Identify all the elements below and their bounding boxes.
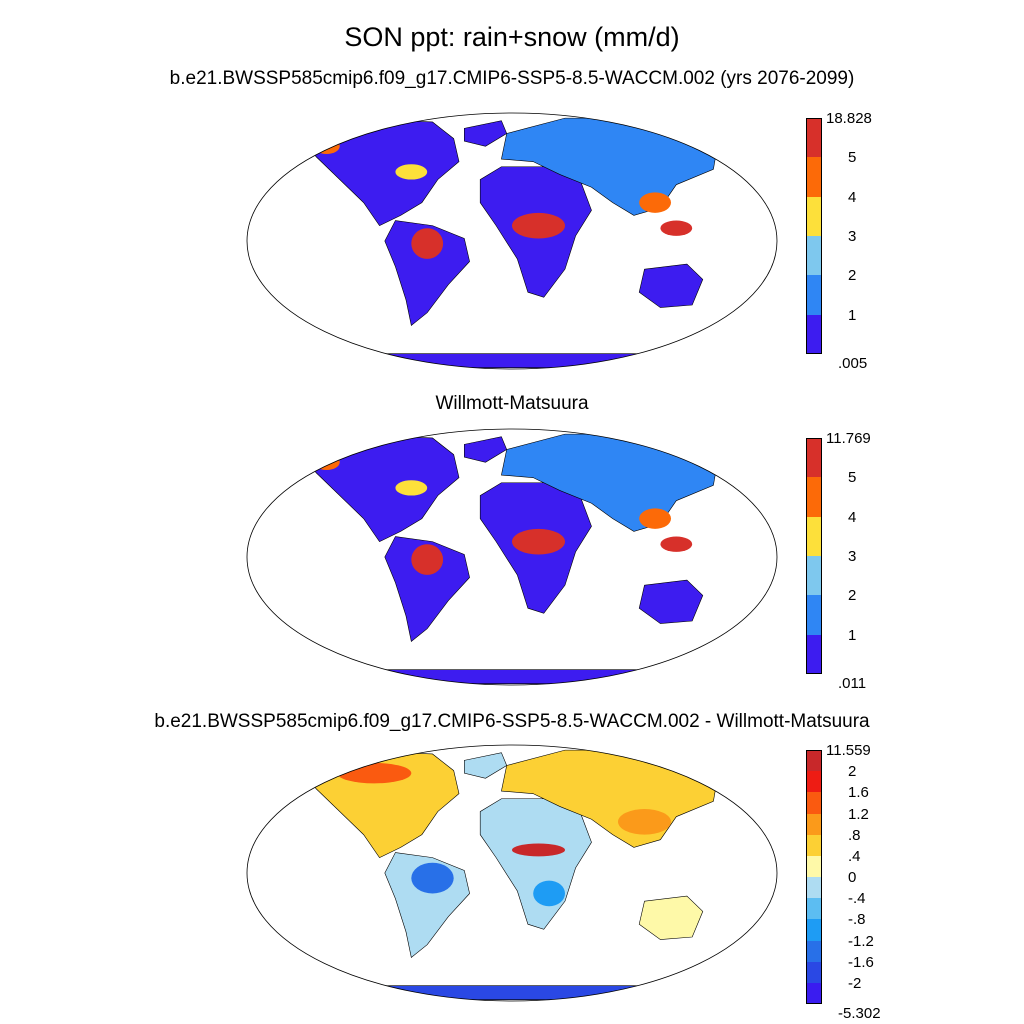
- colorbar-swatch: [806, 236, 822, 276]
- colorbar-swatch: [806, 556, 822, 596]
- colorbar-swatch: [806, 118, 822, 158]
- colorbar-swatch: [806, 982, 822, 1005]
- colorbar-label: -1.2: [848, 932, 874, 950]
- continent-africa: [479, 798, 592, 930]
- continent-southAmerica: [384, 536, 470, 643]
- continent-australia: [638, 263, 704, 308]
- colorbar-swatch: [806, 750, 822, 772]
- colorbar-swatch: [806, 771, 822, 793]
- continent-antarctica: [336, 985, 688, 1001]
- map-frame: [246, 428, 778, 686]
- colorbar-swatch: [806, 792, 822, 814]
- colorbar-swatch: [806, 813, 822, 836]
- wet-region: [313, 454, 340, 470]
- colorbar-label: 2: [848, 763, 857, 781]
- colorbar-swatch: [806, 940, 822, 963]
- continent-eurasia: [501, 117, 720, 216]
- colorbar-label: 0: [848, 869, 857, 886]
- continent-australia: [638, 895, 704, 940]
- wet-region: [313, 138, 340, 154]
- colorbar-swatch: [806, 516, 822, 557]
- colorbar-label: -.4: [848, 890, 866, 908]
- wet-region: [395, 480, 428, 496]
- panel-3-subtitle: b.e21.BWSSP585cmip6.f09_g17.CMIP6-SSP5-8…: [154, 711, 870, 732]
- continent-antarctica: [336, 669, 688, 685]
- wet-region: [395, 164, 428, 180]
- map-frame: [246, 744, 778, 1002]
- panel-2-subtitle: Willmott-Matsuura: [435, 393, 589, 414]
- continent-eurasia: [501, 433, 720, 532]
- change-region: [337, 762, 412, 784]
- colorbar-swatch: [806, 919, 822, 941]
- continent-australia: [638, 579, 704, 624]
- colorbar-swatch: [806, 157, 822, 198]
- colorbar-swatch: [806, 634, 822, 675]
- wet-region: [411, 544, 444, 575]
- colorbar-swatch: [806, 877, 822, 899]
- colorbar-label: 4: [848, 508, 857, 526]
- colorbar-swatch: [806, 961, 822, 984]
- colorbar-label: 4: [848, 188, 857, 206]
- colorbar-label: -.8: [848, 911, 866, 929]
- colorbar-swatch: [806, 314, 822, 355]
- wet-region: [639, 192, 671, 213]
- colorbar-label: .005: [838, 355, 868, 372]
- map-panel-2: [246, 428, 778, 686]
- map-panel-3: [246, 744, 778, 1002]
- colorbar-label: 11.559: [826, 742, 871, 759]
- colorbar-label: -2: [848, 974, 862, 992]
- colorbar-label: 3: [848, 228, 857, 245]
- wet-region: [512, 528, 565, 555]
- colorbar-label: 1: [848, 626, 857, 644]
- colorbar-label: .8: [848, 826, 861, 844]
- colorbar-label: 3: [848, 548, 857, 565]
- change-region: [411, 862, 454, 894]
- colorbar-swatch: [806, 595, 822, 636]
- colorbar-label: 1.6: [848, 784, 869, 802]
- continent-northAmerica: [304, 435, 460, 543]
- wet-region: [512, 212, 565, 239]
- colorbar-label: 5: [848, 149, 857, 167]
- change-region: [618, 809, 671, 835]
- map-panel-1: [246, 112, 778, 370]
- colorbar-swatch: [806, 834, 822, 857]
- continent-greenland: [463, 120, 508, 147]
- colorbar-swatch: [806, 898, 822, 920]
- colorbar-swatch: [806, 855, 822, 878]
- wet-region: [660, 536, 693, 552]
- colorbar-label: 2: [848, 267, 857, 285]
- wet-region: [660, 220, 693, 236]
- colorbar-swatch: [806, 275, 822, 316]
- panel-1-subtitle: b.e21.BWSSP585cmip6.f09_g17.CMIP6-SSP5-8…: [169, 68, 855, 89]
- colorbar-label: -5.302: [838, 1005, 881, 1022]
- continent-southAmerica: [384, 220, 470, 327]
- colorbar-label: 1.2: [848, 805, 869, 823]
- colorbar-label: 11.769: [826, 430, 871, 447]
- colorbar-swatch: [806, 438, 822, 478]
- colorbar-label: -1.6: [848, 953, 874, 971]
- figure-title: SON ppt: rain+snow (mm/d): [344, 22, 680, 52]
- colorbar-label: 2: [848, 587, 857, 605]
- colorbar-swatch: [806, 477, 822, 518]
- colorbar-label: .4: [848, 847, 861, 865]
- continent-greenland: [463, 752, 508, 779]
- wet-region: [639, 508, 671, 529]
- change-region: [512, 843, 565, 857]
- wet-region: [411, 228, 444, 259]
- colorbar-label: 18.828: [826, 110, 872, 127]
- continent-greenland: [463, 436, 508, 463]
- map-frame: [246, 112, 778, 370]
- colorbar-swatch: [806, 196, 822, 237]
- continent-northAmerica: [304, 119, 460, 227]
- colorbar-label: .011: [838, 675, 867, 692]
- colorbar-label: 1: [848, 306, 857, 324]
- change-region: [533, 880, 565, 907]
- colorbar-label: 5: [848, 469, 857, 487]
- continent-antarctica: [336, 353, 688, 369]
